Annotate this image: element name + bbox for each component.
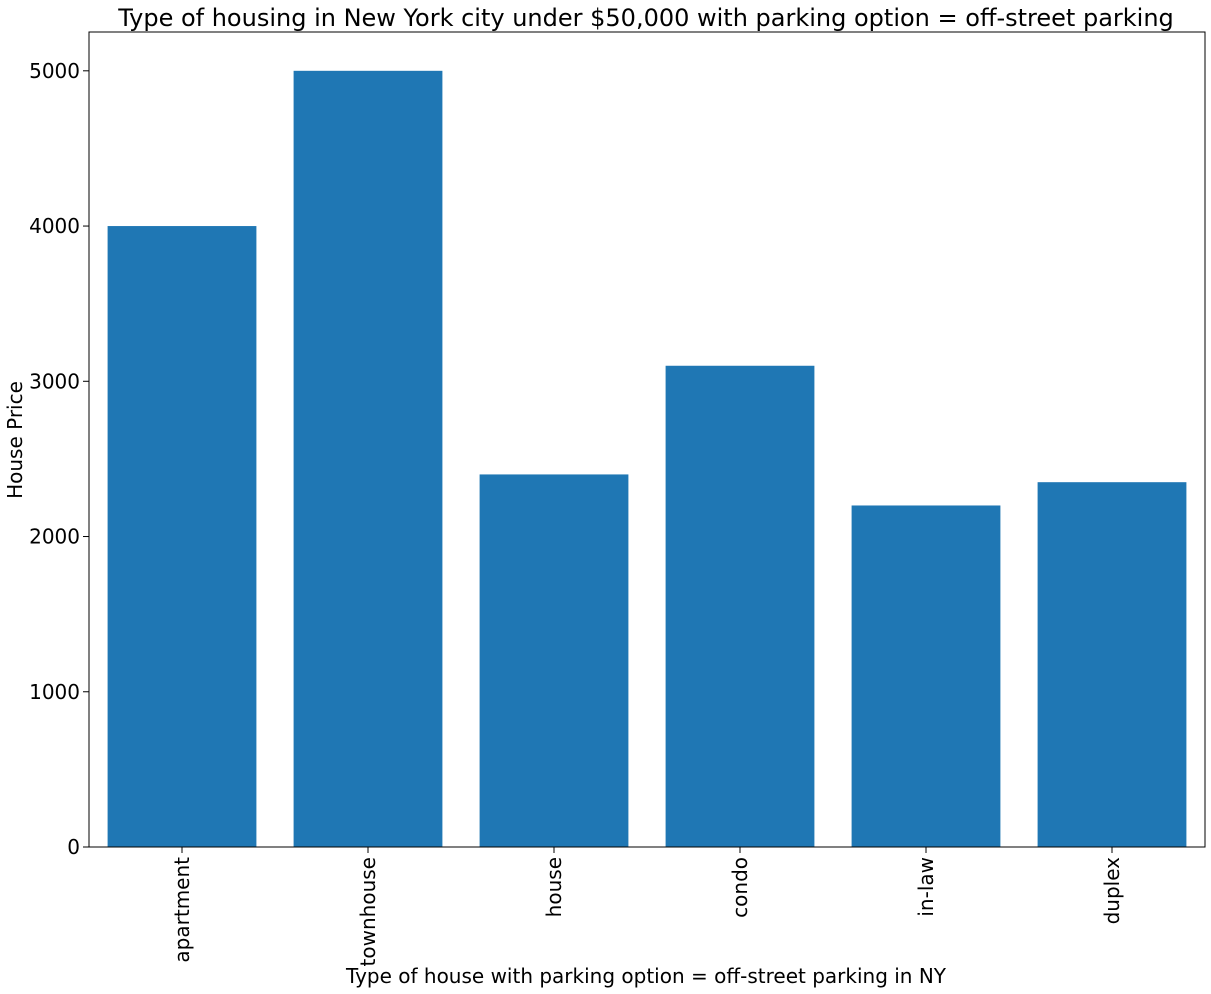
y-tick-label: 1000 bbox=[29, 680, 80, 704]
x-tick-label-apartment: apartment bbox=[170, 857, 194, 963]
y-tick-label: 4000 bbox=[29, 214, 80, 238]
y-tick-label: 3000 bbox=[29, 369, 80, 393]
bar-house bbox=[479, 474, 629, 847]
bar-apartment bbox=[107, 226, 257, 848]
bar-duplex bbox=[1037, 482, 1187, 847]
plot-area: 0 1000 2000 3000 4000 5000 apartment townhouse h… bbox=[29, 31, 1206, 966]
plot-frame bbox=[88, 31, 1206, 848]
y-tick-label: 2000 bbox=[29, 525, 80, 549]
y-axis-label: House Price bbox=[3, 381, 27, 499]
bar-townhouse bbox=[293, 70, 443, 847]
bar-in-law bbox=[851, 505, 1001, 847]
y-tick-label: 0 bbox=[67, 835, 80, 859]
x-tick-label-in-law: in-law bbox=[914, 857, 938, 917]
x-axis-label: Type of house with parking option = off-… bbox=[345, 964, 947, 988]
chart-title: Type of housing in New York city under $… bbox=[117, 4, 1174, 32]
x-tick-label-condo: condo bbox=[728, 857, 752, 918]
x-tick-label-house: house bbox=[542, 857, 566, 917]
bar-condo bbox=[665, 365, 815, 847]
x-tick-label-townhouse: townhouse bbox=[356, 857, 380, 966]
y-tick-label: 5000 bbox=[29, 59, 80, 83]
x-tick-label-duplex: duplex bbox=[1100, 857, 1124, 925]
